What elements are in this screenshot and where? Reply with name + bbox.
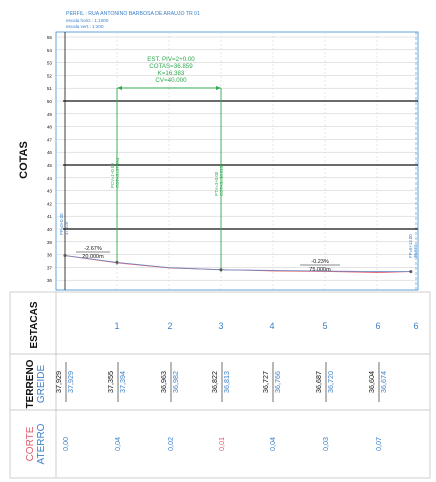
fp-label: FP=6+13.0036.674 [408, 234, 418, 258]
station-number: 2 [167, 321, 172, 331]
cut-fill-value: 0,03 [321, 437, 330, 451]
curve-left-arrow [117, 86, 122, 90]
grade-1-slope: -2.67% [84, 246, 102, 252]
cut-fill-value: 0,02 [166, 437, 175, 451]
elevation-tick-label: 37 [47, 265, 53, 270]
pp-label-line: 37.929 [64, 221, 69, 235]
pcv-label-line: COTAS=37.394 [115, 157, 120, 188]
pp-label-line: PP=0+0.00 [59, 213, 64, 235]
elevation-tick-label: 45 [47, 163, 53, 168]
cut-fill-value: 0,00 [61, 437, 70, 451]
station-number: 1 [114, 321, 119, 331]
profile-point [63, 254, 67, 258]
horizontal-scale: escala horiz.: 1:1000 [66, 18, 109, 23]
series-line-greide [64, 255, 411, 272]
elevation-tick-label: 52 [47, 73, 53, 78]
curve-label-line: K=16.383 [158, 70, 185, 77]
pcv-label: PCV=1+0.00COTAS=37.394 [110, 157, 120, 188]
curve-label-line: CV=40.000 [155, 77, 187, 84]
station-number: 3 [218, 321, 223, 331]
vertical-curve-label: EST. PIV=2+0.00 COTAS=36.859 K=16.383 CV… [147, 56, 195, 84]
elevation-tick-label: 49 [47, 112, 53, 117]
elevation-tick-label: 54 [47, 48, 53, 53]
vertical-scale: escala vert.: 1:200 [66, 24, 104, 29]
profile-point [115, 260, 119, 264]
ptv-label: PTV=3+0.00COTAS=36.813 [214, 165, 224, 196]
elevation-tick-label: 46 [47, 150, 53, 155]
greide-value: 36,982 [171, 371, 180, 393]
terreno-value: 37,355 [106, 371, 115, 393]
pp-label: PP=0+0.0037.929 [59, 213, 69, 235]
greide-value: 37,929 [66, 371, 75, 393]
profile-grid [56, 36, 418, 281]
terreno-value: 36,687 [314, 371, 323, 393]
elevation-tick-label: 42 [47, 201, 53, 206]
fp-label-line: 36.674 [413, 244, 418, 258]
profile-title: PERFIL : RUA ANTONINO BARBOSA DE ARAUJO … [66, 11, 200, 17]
grade-1-length: 20.000m [82, 254, 104, 260]
ptv-label-line: COTAS=36.813 [219, 165, 224, 196]
terreno-value: 37,929 [54, 371, 63, 393]
curve-label-line: EST. PIV=2+0.00 [147, 56, 195, 63]
profile-point [409, 270, 413, 274]
elevation-tick-label: 38 [47, 253, 53, 258]
station-number: 4 [269, 321, 274, 331]
ptv-label-line: PTV=3+0.00 [214, 171, 219, 196]
elevation-tick-labels: 55 54 53 52 51 50 49 48 47 46 45 44 43 42 41 40 39 38 37 36 [47, 35, 53, 283]
terreno-value: 36,963 [159, 371, 168, 393]
elevation-tick-label: 48 [47, 125, 53, 130]
cut-fill-value: 0,04 [268, 437, 277, 451]
greide-value: 37,394 [118, 371, 127, 393]
bands-frame [9, 291, 431, 479]
greide-value: 36,720 [326, 371, 335, 393]
elevation-tick-label: 44 [47, 176, 53, 181]
fp-label-line: FP=6+13.00 [408, 234, 413, 258]
elevation-tick-label: 51 [47, 86, 53, 91]
cut-fill-value: 0,01 [217, 437, 226, 451]
profile-frame [55, 31, 419, 291]
profile-point [219, 268, 223, 272]
aterro-band-label: ATERRO [36, 423, 47, 464]
elevation-tick-label: 39 [47, 240, 53, 245]
greide-value: 36,813 [222, 371, 231, 393]
curve-label-line: COTAS=36.859 [149, 63, 193, 70]
terreno-value: 36,727 [261, 371, 270, 393]
greide-band-label: GREIDE [36, 365, 47, 404]
station-number: 6 [375, 321, 380, 331]
estacas-band-label: ESTACAS [29, 301, 40, 348]
grade-2-slope: -0.23% [311, 259, 329, 265]
elevation-tick-label: 50 [47, 99, 53, 104]
corte-band-label: CORTE [25, 426, 36, 461]
cotas-axis-label: COTAS [18, 141, 30, 179]
elevation-tick-label: 41 [47, 214, 53, 219]
bands-table: ESTACAS TERRENO GREIDE CORTE ATERRO [9, 291, 431, 479]
terreno-band-label: TERRENO [25, 359, 36, 408]
elevation-tick-label: 53 [47, 61, 53, 66]
terreno-value: 36,822 [210, 371, 219, 393]
elevation-tick-label: 43 [47, 189, 53, 194]
greide-value: 36,674 [379, 371, 388, 393]
elevation-tick-label: 55 [47, 35, 53, 40]
elevation-tick-label: 40 [47, 227, 53, 232]
grade-2-length: 75.000m [309, 267, 331, 273]
elevation-tick-label: 36 [47, 278, 53, 283]
station-number: 5 [322, 321, 327, 331]
cut-fill-value: 0,04 [113, 437, 122, 451]
station-number: 6 [413, 321, 418, 331]
greide-value: 36,766 [273, 371, 282, 393]
profile-series [63, 254, 413, 274]
band-cells: 1 2 3 4 5 6 637,929 37,929 37,355 37,394 36,963 36,… [54, 321, 419, 451]
terreno-value: 36,604 [367, 371, 376, 393]
pcv-label-line: PCV=1+0.00 [110, 163, 115, 188]
cut-fill-value: 0,07 [374, 437, 383, 451]
curve-right-arrow [216, 86, 221, 90]
elevation-tick-label: 47 [47, 137, 53, 142]
